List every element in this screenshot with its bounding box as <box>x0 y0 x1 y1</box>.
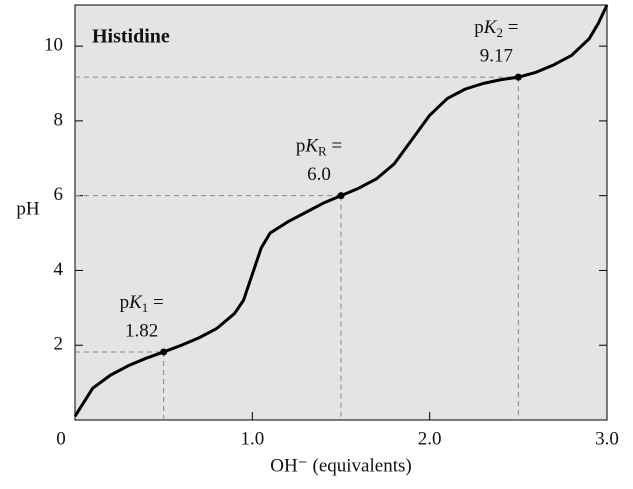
y-tick-label: 10 <box>44 34 63 55</box>
x-tick-label: 3.0 <box>595 428 619 449</box>
pk-suffix: = <box>327 136 342 157</box>
pk-value: 6.0 <box>307 164 331 185</box>
pk-prefix: p <box>296 136 306 157</box>
pk-point <box>337 192 345 200</box>
y-axis-title: pH <box>16 198 40 219</box>
pk-label: pK1 = <box>120 292 164 315</box>
x-tick-label: 2.0 <box>418 428 442 449</box>
y-tick-label: 8 <box>54 109 64 130</box>
pk-label: pK2 = <box>474 18 518 41</box>
pk-point <box>514 73 522 81</box>
pk-point <box>160 348 168 356</box>
pk-prefix: p <box>120 292 130 313</box>
titration-curve <box>73 4 609 418</box>
x-tick-label: 0 <box>56 428 66 449</box>
pk-subscript: R <box>318 144 327 159</box>
pk-prefix: p <box>474 18 484 39</box>
pk-label: pKR = <box>296 136 342 159</box>
pk-symbol: K <box>128 292 143 313</box>
pk-suffix: = <box>503 18 518 39</box>
chart-title: Histidine <box>92 26 170 48</box>
y-tick-label: 4 <box>54 259 64 280</box>
pk-subscript: 2 <box>496 25 503 40</box>
pk-suffix: = <box>148 292 163 313</box>
y-tick-label: 2 <box>54 334 64 355</box>
pk-symbol: K <box>304 136 319 157</box>
pk-value: 9.17 <box>480 46 513 67</box>
y-tick-label: 6 <box>54 184 64 205</box>
pk-symbol: K <box>483 18 498 39</box>
pk-value: 1.82 <box>125 320 158 341</box>
pk-subscript: 1 <box>142 300 149 315</box>
x-tick-label: 1.0 <box>240 428 264 449</box>
x-axis-title: OH⁻ (equivalents) <box>270 455 411 476</box>
